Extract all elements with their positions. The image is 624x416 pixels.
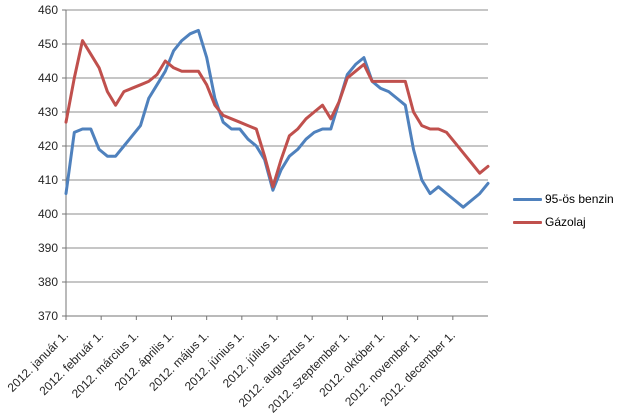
y-axis-label: 440 — [38, 71, 58, 85]
y-axis-label: 410 — [38, 173, 58, 187]
legend-item-gazolaj: Gázolaj — [513, 212, 614, 232]
benzin-series-label: 95-ös benzin — [545, 192, 614, 206]
y-axis-label: 400 — [38, 207, 58, 221]
series-line-0 — [64, 28, 490, 209]
gazolaj-series-label: Gázolaj — [545, 215, 586, 229]
y-axis-label: 460 — [38, 3, 58, 17]
y-axis-label: 420 — [38, 139, 58, 153]
series-line-1 — [64, 39, 490, 189]
chart-legend: 95-ös benzin Gázolaj — [513, 189, 614, 235]
y-axis-label: 380 — [38, 275, 58, 289]
y-axis-label: 390 — [38, 241, 58, 255]
legend-item-benzin: 95-ös benzin — [513, 189, 614, 209]
y-axis-label: 430 — [38, 105, 58, 119]
y-axis-label: 450 — [38, 37, 58, 51]
benzin-series-swatch — [513, 197, 542, 201]
y-axis-label: 370 — [38, 309, 58, 323]
x-axis-label: 2012. január 1. — [5, 328, 72, 395]
gazolaj-series-swatch — [513, 220, 542, 224]
